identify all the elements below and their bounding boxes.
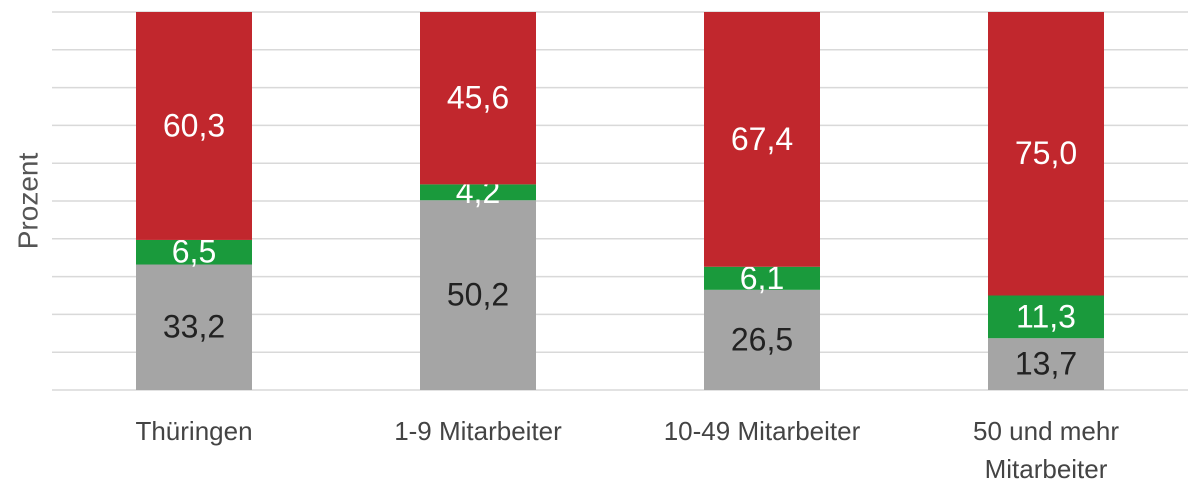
bar-segment [420, 184, 536, 201]
x-tick-label: 50 und mehr Mitarbeiter [973, 416, 1119, 480]
value-label: 33,2 [163, 309, 225, 345]
value-label: 75,0 [1015, 135, 1077, 171]
bar-segment [988, 12, 1104, 296]
x-tick-label: Thüringen [135, 416, 253, 446]
bar-segment [420, 12, 536, 185]
bar-segment [988, 338, 1104, 390]
value-label: 67,4 [731, 121, 793, 157]
bar-segment [704, 266, 820, 290]
value-label: 13,7 [1015, 346, 1077, 382]
x-tick-label: 1-9 Mitarbeiter [394, 416, 562, 446]
bar-segment [704, 289, 820, 390]
bar-segment [988, 295, 1104, 339]
value-label: 45,6 [447, 80, 509, 116]
bar-segment [420, 200, 536, 390]
value-label: 60,3 [163, 107, 225, 143]
bar-segment [136, 264, 252, 390]
bar-segment [136, 12, 252, 240]
value-label: 50,2 [447, 277, 509, 313]
bar-segment [704, 12, 820, 267]
x-tick-label: 10-49 Mitarbeiter [663, 416, 861, 446]
value-label: 26,5 [731, 321, 793, 357]
bar-segment [136, 239, 252, 265]
y-axis-label: Prozent [12, 153, 43, 250]
value-label: 11,3 [1016, 298, 1076, 334]
